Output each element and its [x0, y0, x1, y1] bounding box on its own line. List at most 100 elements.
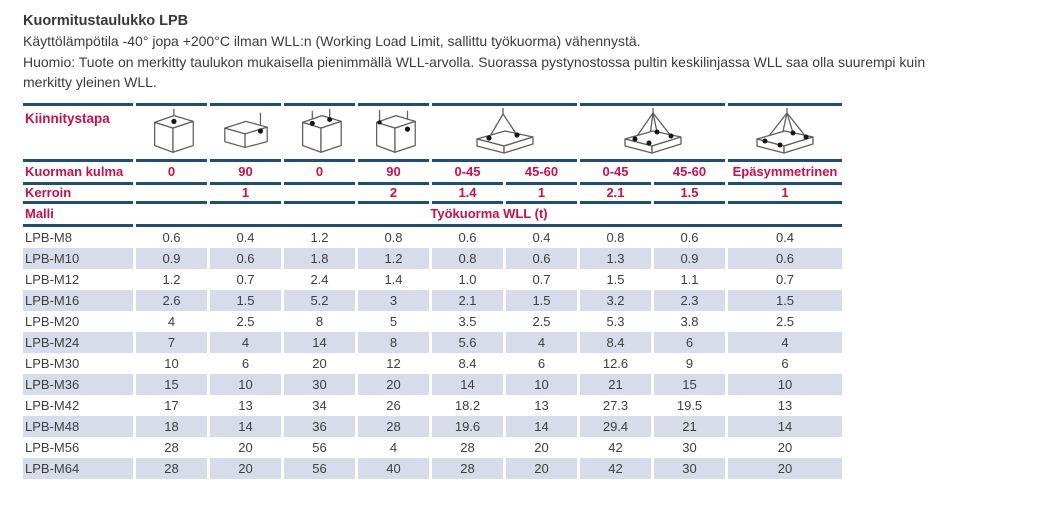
value-cell: 28: [164, 439, 179, 455]
value-cell: 0.9: [136, 247, 207, 269]
value-cell: 3.8: [680, 313, 699, 329]
value-cell: 3.2: [580, 289, 651, 311]
table-row: LPB-M20 4 2.5 8 5 3.5 2.5 5.3 3.8 2.5: [23, 311, 842, 332]
attachment-cell: [284, 102, 355, 162]
load-angle-value: 0-45: [580, 162, 651, 185]
table-row: LPB-M42 17 13 34 26 18.2 13 27.3 19.5 13: [23, 395, 842, 416]
table-row: LPB-M30 10 6 20 12 8.4 6 12.6 9 6: [23, 353, 842, 374]
load-header: Työkuorma WLL (t): [136, 204, 842, 227]
value-cell: 28: [358, 415, 429, 437]
page: Kuormitustaulukko LPB Käyttölämpötila -4…: [23, 13, 1040, 479]
table-row: LPB-M24 7 4 14 8 5.6 4 8.4 6 4: [23, 331, 842, 353]
asymmetric-sling-icon: [728, 108, 842, 156]
value-cell: 1.3: [580, 247, 651, 269]
model-cell: LPB-M64: [23, 457, 133, 479]
value-cell: 2.5: [775, 313, 795, 329]
value-cell: 1.2: [162, 271, 181, 287]
factor-value: [284, 185, 355, 204]
value-cell: 27.3: [602, 397, 629, 413]
value-cell: 1.1: [680, 271, 699, 287]
value-cell: 56: [312, 439, 327, 455]
value-cell: 20: [358, 373, 429, 395]
value-cell: 0.6: [728, 247, 842, 269]
value-cell: 0.4: [775, 229, 795, 245]
model-cell: LPB-M56: [25, 439, 80, 455]
value-cell: 13: [534, 397, 549, 413]
value-cell: 5: [389, 313, 398, 329]
attachment-cell: [136, 102, 207, 162]
attachment-method-row: Kiinnitystapa: [23, 102, 842, 162]
model-cell: LPB-M24: [23, 331, 133, 353]
value-cell: 30: [654, 457, 725, 479]
value-cell: 20: [728, 457, 842, 479]
value-cell: 2.3: [654, 289, 725, 311]
value-cell: 12.6: [602, 355, 629, 371]
value-cell: 8.4: [580, 331, 651, 353]
value-cell: 4: [389, 439, 398, 455]
table-row: LPB-M48 18 14 36 28 19.6 14 29.4 21 14: [23, 415, 842, 437]
value-cell: 10: [728, 373, 842, 395]
value-cell: 28: [432, 457, 503, 479]
value-cell: 2.5: [532, 313, 551, 329]
load-angle-row: Kuorman kulma 0 90 0 90 0-45 45-60 0-45 …: [23, 162, 842, 185]
load-angle-value: Epäsymmetrinen: [728, 162, 842, 185]
value-cell: 21: [580, 373, 651, 395]
value-cell: 56: [284, 457, 355, 479]
value-cell: 14: [284, 331, 355, 353]
value-cell: 30: [284, 373, 355, 395]
value-cell: 4: [167, 313, 176, 329]
value-cell: 2.6: [136, 289, 207, 311]
value-cell: 1.5: [728, 289, 842, 311]
value-cell: 0.8: [384, 229, 403, 245]
value-cell: 3.5: [458, 313, 477, 329]
factor-value: 2: [358, 185, 429, 204]
intro-line: Huomio: Tuote on merkitty taulukon mukai…: [23, 53, 926, 70]
value-cell: 1.5: [506, 289, 577, 311]
value-cell: 0.6: [458, 229, 477, 245]
four-leg-sling-icon: [580, 108, 725, 156]
table-row: LPB-M16 2.6 1.5 5.2 3 2.1 1.5 3.2 2.3 1.5: [23, 289, 842, 311]
table-row: LPB-M36 15 10 30 20 14 10 21 15 10: [23, 373, 842, 395]
factor-row: Kerroin 1 2 1.4 1 2.1 1.5 1: [23, 185, 842, 204]
value-cell: 10: [210, 373, 281, 395]
load-angle-value: 45-60: [654, 162, 725, 185]
value-cell: 20: [777, 439, 793, 455]
load-angle-value: 45-60: [506, 162, 577, 185]
value-cell: 2.4: [310, 271, 329, 287]
value-cell: 2.5: [236, 313, 255, 329]
load-angle-value: 0: [284, 162, 355, 185]
model-cell: LPB-M48: [23, 415, 133, 437]
value-cell: 40: [358, 457, 429, 479]
value-cell: 13: [238, 397, 253, 413]
value-cell: 28: [136, 457, 207, 479]
load-angle-value: 90: [210, 162, 281, 185]
value-cell: 14: [210, 415, 281, 437]
attachment-cell: [728, 102, 842, 162]
model-cell: LPB-M36: [23, 373, 133, 395]
load-angle-label: Kuorman kulma: [23, 162, 133, 185]
value-cell: 7: [136, 331, 207, 353]
value-cell: 14: [728, 415, 842, 437]
intro-text: Käyttölämpötila -40° jopa +200°C ilman W…: [23, 31, 1040, 93]
value-cell: 5.6: [432, 331, 503, 353]
value-cell: 42: [580, 457, 651, 479]
value-cell: 15: [654, 373, 725, 395]
model-label: Malli: [23, 204, 133, 227]
value-cell: 1.8: [284, 247, 355, 269]
value-cell: 20: [534, 439, 549, 455]
value-cell: 6: [781, 355, 789, 371]
value-cell: 8: [315, 313, 324, 329]
load-angle-value: 90: [358, 162, 429, 185]
value-cell: 26: [386, 397, 401, 413]
attachment-cell: [580, 102, 725, 162]
value-cell: 5.3: [606, 313, 625, 329]
intro-line: merkitty yleinen WLL.: [23, 74, 157, 90]
value-cell: 6: [241, 355, 250, 371]
value-cell: 29.4: [580, 415, 651, 437]
value-cell: 3: [358, 289, 429, 311]
factor-label: Kerroin: [23, 185, 133, 204]
model-cell: LPB-M8: [25, 229, 72, 245]
two-leg-sling-icon: [432, 108, 577, 156]
value-cell: 0.9: [654, 247, 725, 269]
attachment-label: Kiinnitystapa: [23, 102, 133, 162]
